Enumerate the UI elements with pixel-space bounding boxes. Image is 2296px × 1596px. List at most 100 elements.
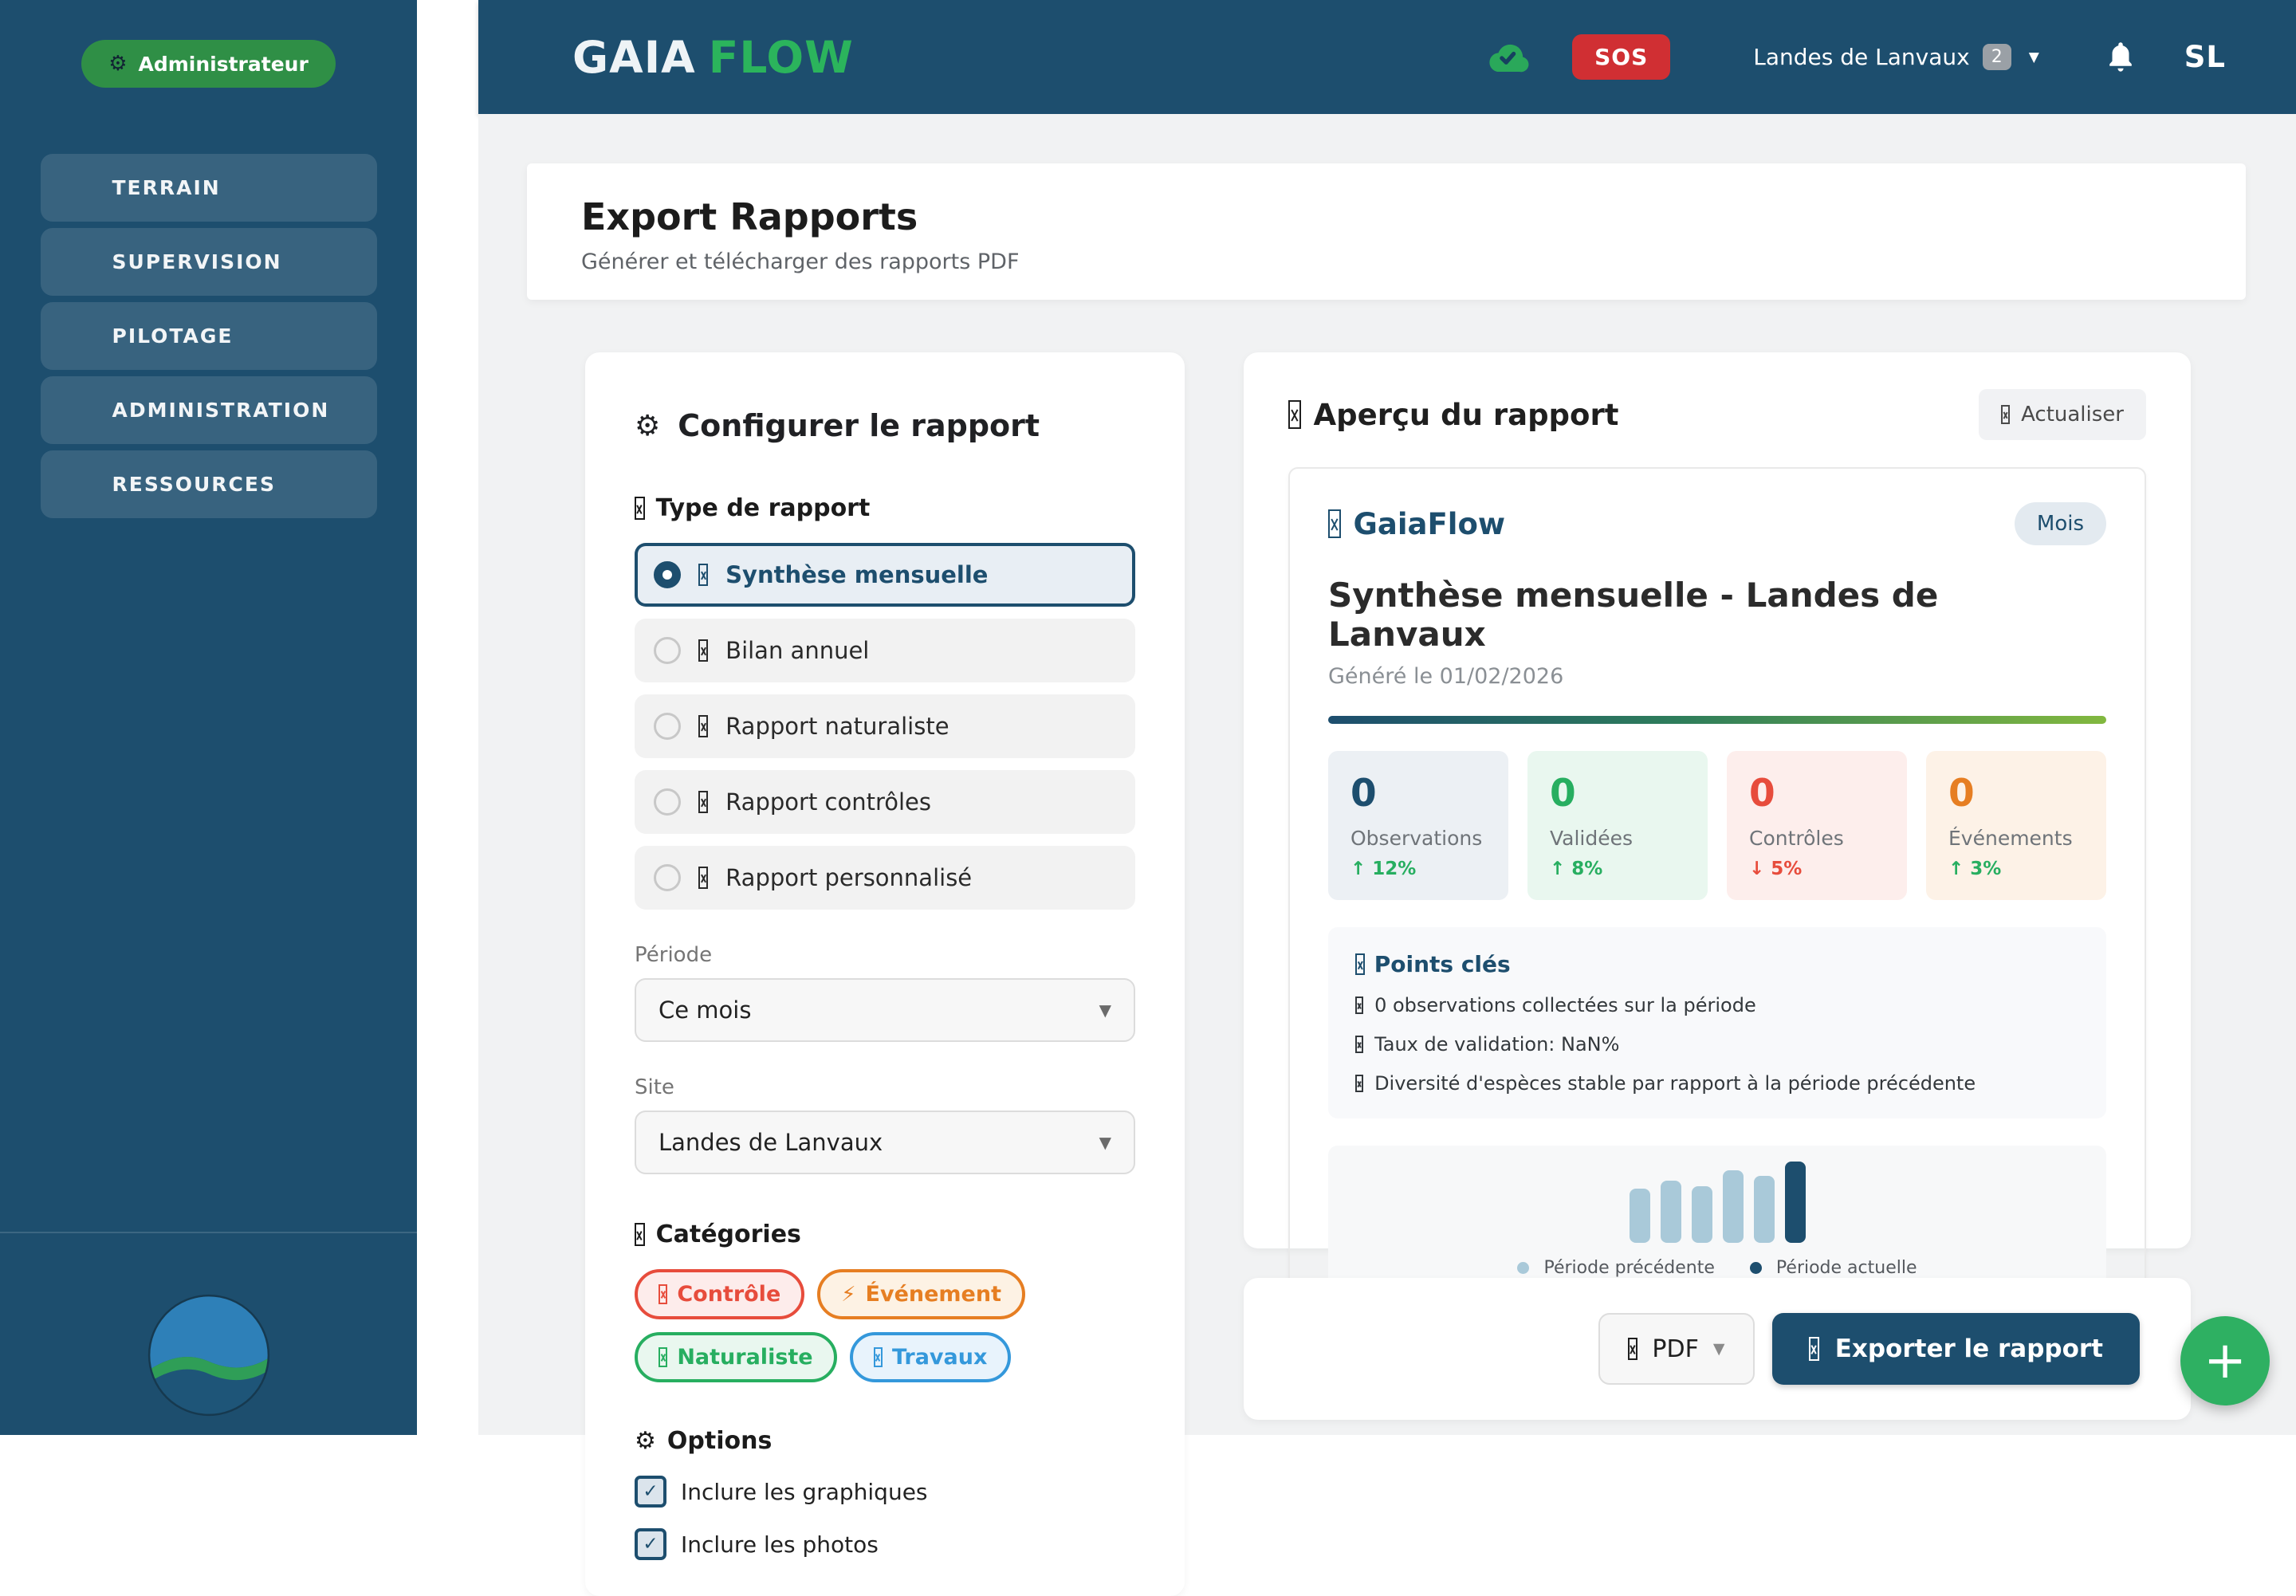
stat-trend: ↑ 12%: [1350, 859, 1417, 879]
stat-trend: ↑ 8%: [1550, 859, 1603, 879]
key-point-item: Taux de validation: NaN%: [1355, 1033, 2079, 1055]
report-type-option-rapport-naturaliste[interactable]: Rapport naturaliste: [635, 694, 1135, 758]
category-chip-travaux[interactable]: Travaux: [849, 1332, 1012, 1382]
avatar[interactable]: SL: [2184, 40, 2226, 74]
legend-label-current: Période actuelle: [1775, 1258, 1917, 1278]
legend-dot-previous: [1517, 1262, 1530, 1274]
sidebar-divider: [0, 1232, 417, 1233]
stat-label: Validées: [1550, 827, 1634, 850]
sidebar-nav: TERRAIN SUPERVISION PILOTAGE ADMINISTRAT…: [0, 154, 417, 518]
report-type-options: Synthèse mensuelle Bilan annuel Rapport …: [635, 543, 1135, 910]
sidebar-item-supervision[interactable]: SUPERVISION: [40, 228, 377, 296]
checkbox-label: Inclure les photos: [681, 1531, 879, 1558]
missing-glyph-icon: [698, 791, 709, 813]
stat-value: 0: [1350, 772, 1377, 816]
legend-label-previous: Période précédente: [1543, 1258, 1715, 1278]
chevron-down-icon: ▼: [2028, 49, 2039, 65]
bar: [1722, 1170, 1744, 1243]
sos-button[interactable]: SOS: [1572, 34, 1671, 80]
sidebar-item-administration[interactable]: ADMINISTRATION: [40, 376, 377, 444]
notifications-bell-icon[interactable]: [2106, 41, 2135, 74]
missing-glyph-icon: [1328, 509, 1341, 538]
gear-icon: ⚙: [635, 1427, 656, 1455]
add-fab-button[interactable]: +: [2180, 1316, 2270, 1405]
key-point-text: 0 observations collectées sur la période: [1374, 994, 1756, 1016]
site-select[interactable]: Landes de Lanvaux ▼: [635, 1111, 1135, 1174]
report-header-row: GaiaFlow Mois: [1328, 502, 2106, 545]
gear-icon: ⚙: [108, 52, 128, 76]
key-point-item: Diversité d'espèces stable par rapport à…: [1355, 1072, 2079, 1095]
report-type-option-bilan-annuel[interactable]: Bilan annuel: [635, 619, 1135, 682]
sync-status-cloud-icon: [1489, 44, 1529, 72]
report-type-option-rapport-controles[interactable]: Rapport contrôles: [635, 770, 1135, 834]
periode-label: Période: [635, 943, 713, 967]
report-type-option-synthese-mensuelle[interactable]: Synthèse mensuelle: [635, 543, 1135, 607]
format-value: PDF: [1652, 1335, 1699, 1363]
report-brand-text: GaiaFlow: [1353, 506, 1506, 541]
stat-value: 0: [1550, 772, 1576, 816]
bar: [1784, 1162, 1806, 1243]
category-chip-controle[interactable]: Contrôle: [635, 1269, 805, 1319]
stat-trend: ↓ 5%: [1749, 859, 1803, 879]
key-point-item: 0 observations collectées sur la période: [1355, 994, 2079, 1016]
category-chip-evenement[interactable]: ⚡ Événement: [817, 1269, 1025, 1319]
missing-glyph-icon: [1355, 953, 1365, 975]
radio-icon: [654, 637, 681, 664]
stat-value: 0: [1749, 772, 1775, 816]
missing-glyph-icon: [1355, 1074, 1364, 1093]
sidebar: ⚙ Administrateur TERRAIN SUPERVISION PIL…: [0, 0, 417, 1435]
top-bar-actions: SOS Landes de Lanvaux 2 ▼ SL: [1486, 34, 2226, 80]
stat-label: Événements: [1948, 827, 2073, 850]
missing-glyph-icon: [698, 639, 709, 662]
report-generated-date: Généré le 01/02/2026: [1328, 664, 1564, 689]
category-chip-naturaliste[interactable]: Naturaliste: [635, 1332, 837, 1382]
missing-glyph-icon: [1627, 1337, 1638, 1361]
configure-title-text: Configurer le rapport: [678, 408, 1040, 443]
refresh-button[interactable]: Actualiser: [1979, 389, 2146, 440]
site-value: Landes de Lanvaux: [659, 1129, 883, 1156]
missing-glyph-icon: [873, 1346, 883, 1368]
include-charts-checkbox[interactable]: ✓ Inclure les graphiques: [635, 1476, 1135, 1508]
page-subtitle: Générer et télécharger des rapports PDF: [581, 250, 1020, 274]
role-badge-label: Administrateur: [138, 52, 309, 76]
format-select[interactable]: PDF ▼: [1598, 1313, 1755, 1385]
report-type-label-text: Type de rapport: [655, 494, 871, 522]
stat-label: Contrôles: [1749, 827, 1844, 850]
report-document: GaiaFlow Mois Synthèse mensuelle - Lande…: [1288, 467, 2146, 1324]
brand-logo: [147, 1294, 269, 1417]
option-label: Synthèse mensuelle: [725, 561, 989, 588]
checkbox-label: Inclure les graphiques: [681, 1478, 928, 1505]
role-badge: ⚙ Administrateur: [81, 40, 336, 88]
radio-icon: [654, 713, 681, 740]
export-bar: PDF ▼ Exporter le rapport: [1244, 1278, 2191, 1420]
sidebar-item-ressources[interactable]: RESSOURCES: [40, 450, 377, 518]
radio-selected-icon: [654, 561, 681, 588]
include-photos-checkbox[interactable]: ✓ Inclure les photos: [635, 1528, 1135, 1560]
report-type-label: Type de rapport: [635, 494, 1135, 522]
categories-label-text: Catégories: [655, 1221, 801, 1248]
periode-select[interactable]: Ce mois ▼: [635, 978, 1135, 1042]
bar: [1691, 1186, 1712, 1243]
options-label: ⚙ Options: [635, 1427, 1135, 1455]
export-report-label: Exporter le rapport: [1834, 1335, 2103, 1363]
chevron-down-icon: ▼: [1099, 1000, 1111, 1020]
sidebar-item-pilotage[interactable]: PILOTAGE: [40, 302, 377, 370]
missing-glyph-icon: [635, 497, 645, 520]
periode-value: Ce mois: [659, 997, 752, 1024]
stat-card-controles: 0 Contrôles ↓ 5%: [1727, 751, 1907, 900]
radio-icon: [654, 864, 681, 891]
top-bar: GAIA FLOW SOS Landes de Lanvaux 2 ▼ SL: [478, 0, 2296, 114]
bar: [1629, 1189, 1650, 1243]
export-report-button[interactable]: Exporter le rapport: [1771, 1313, 2140, 1385]
sidebar-item-terrain[interactable]: TERRAIN: [40, 154, 377, 222]
site-selector-dropdown[interactable]: Landes de Lanvaux 2 ▼: [1753, 44, 2039, 70]
missing-glyph-icon: [1808, 1337, 1819, 1361]
preview-title: Aperçu du rapport: [1288, 398, 1618, 432]
options-label-text: Options: [666, 1427, 773, 1455]
checkbox-checked-icon: ✓: [635, 1476, 666, 1508]
brand-primary: GAIA: [572, 31, 696, 83]
missing-glyph-icon: [1355, 996, 1364, 1015]
checkbox-checked-icon: ✓: [635, 1528, 666, 1560]
chip-label: Contrôle: [677, 1282, 781, 1307]
report-type-option-rapport-personnalise[interactable]: Rapport personnalisé: [635, 846, 1135, 910]
